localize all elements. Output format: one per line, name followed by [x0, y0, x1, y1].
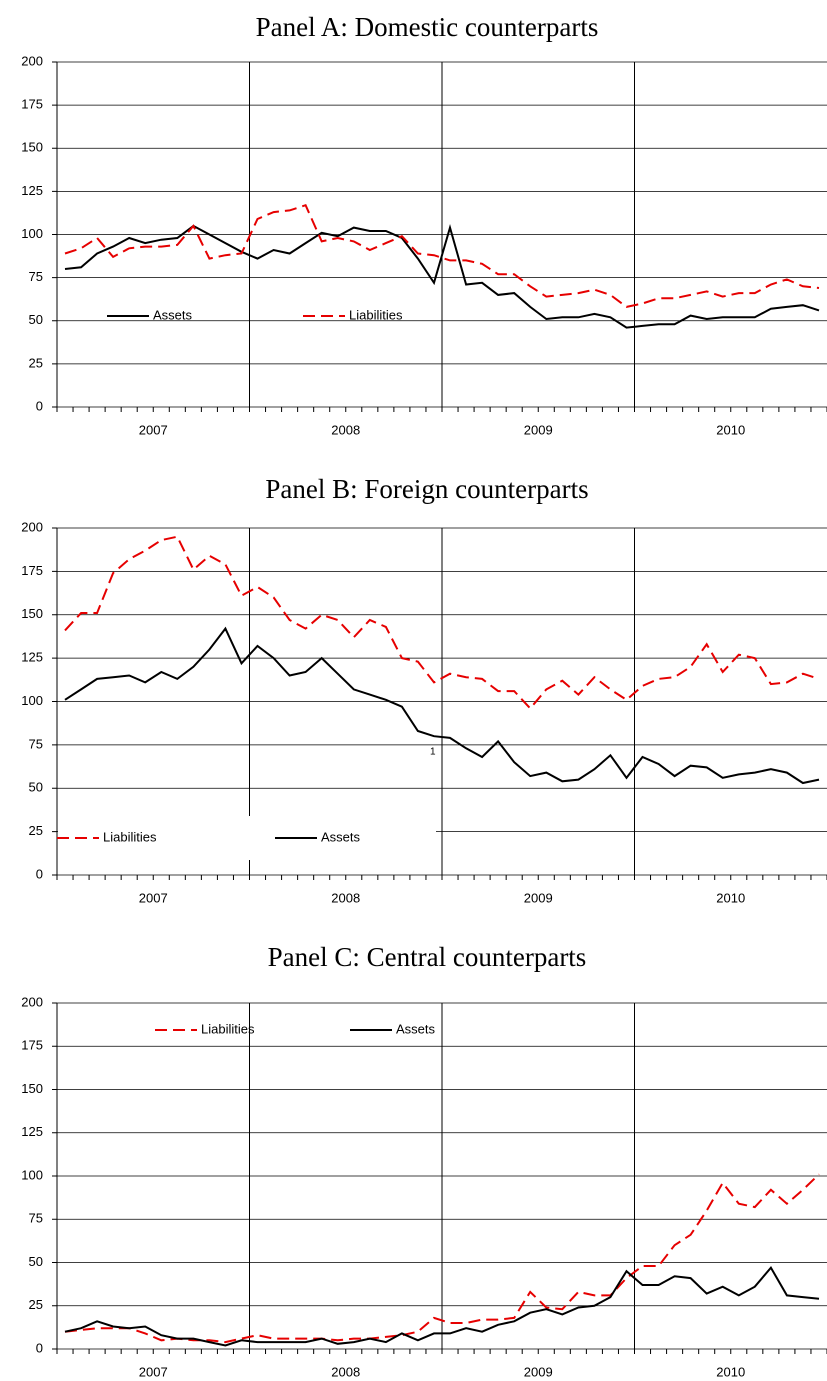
y-tick-label: 0	[36, 1340, 43, 1355]
x-tick-label: 2007	[139, 422, 168, 437]
y-tick-label: 200	[21, 519, 43, 534]
y-tick-label: 25	[29, 823, 43, 838]
x-tick-label: 2008	[331, 422, 360, 437]
legend-label: Liabilities	[103, 829, 157, 844]
legend-label: Liabilities	[349, 307, 403, 322]
y-tick-label: 125	[21, 183, 43, 198]
y-tick-label: 150	[21, 140, 43, 155]
x-tick-label: 2007	[139, 890, 168, 905]
x-tick-label: 2010	[716, 422, 745, 437]
legend-label: Liabilities	[201, 1021, 255, 1036]
legend-label: Assets	[396, 1021, 436, 1036]
y-tick-label: 100	[21, 1167, 43, 1182]
y-tick-label: 175	[21, 563, 43, 578]
y-tick-label: 75	[29, 1211, 43, 1226]
y-tick-label: 100	[21, 226, 43, 241]
chart-title: Panel A: Domestic counterparts	[256, 12, 599, 42]
y-tick-label: 200	[21, 994, 43, 1009]
legend-box	[58, 816, 436, 860]
x-tick-label: 2009	[524, 422, 553, 437]
x-tick-label: 2009	[524, 890, 553, 905]
x-tick-label: 2007	[139, 1364, 168, 1379]
legend-label: Assets	[153, 307, 193, 322]
y-tick-label: 150	[21, 606, 43, 621]
y-tick-label: 0	[36, 866, 43, 881]
legend-label: Assets	[321, 829, 361, 844]
y-tick-label: 75	[29, 736, 43, 751]
series-line	[64, 203, 820, 308]
series-line	[64, 1265, 820, 1347]
y-tick-label: 175	[21, 97, 43, 112]
y-tick-label: 25	[29, 1297, 43, 1312]
y-tick-label: 150	[21, 1081, 43, 1096]
x-tick-label: 2009	[524, 1364, 553, 1379]
y-tick-label: 125	[21, 1124, 43, 1139]
chart-title: Panel B: Foreign counterparts	[265, 474, 588, 504]
y-tick-label: 50	[29, 780, 43, 795]
y-tick-label: 75	[29, 269, 43, 284]
series-line	[64, 626, 820, 785]
y-tick-label: 50	[29, 1254, 43, 1269]
chart-title: Panel C: Central counterparts	[268, 942, 587, 972]
y-tick-label: 125	[21, 650, 43, 665]
y-tick-label: 175	[21, 1038, 43, 1053]
y-tick-label: 25	[29, 355, 43, 370]
annotation: 1	[430, 747, 436, 758]
series-line	[64, 535, 820, 710]
y-tick-label: 50	[29, 312, 43, 327]
series-line	[64, 1173, 820, 1344]
y-tick-label: 100	[21, 693, 43, 708]
x-tick-label: 2010	[716, 890, 745, 905]
x-tick-label: 2010	[716, 1364, 745, 1379]
y-tick-label: 0	[36, 398, 43, 413]
x-tick-label: 2008	[331, 890, 360, 905]
x-tick-label: 2008	[331, 1364, 360, 1379]
y-tick-label: 200	[21, 53, 43, 68]
